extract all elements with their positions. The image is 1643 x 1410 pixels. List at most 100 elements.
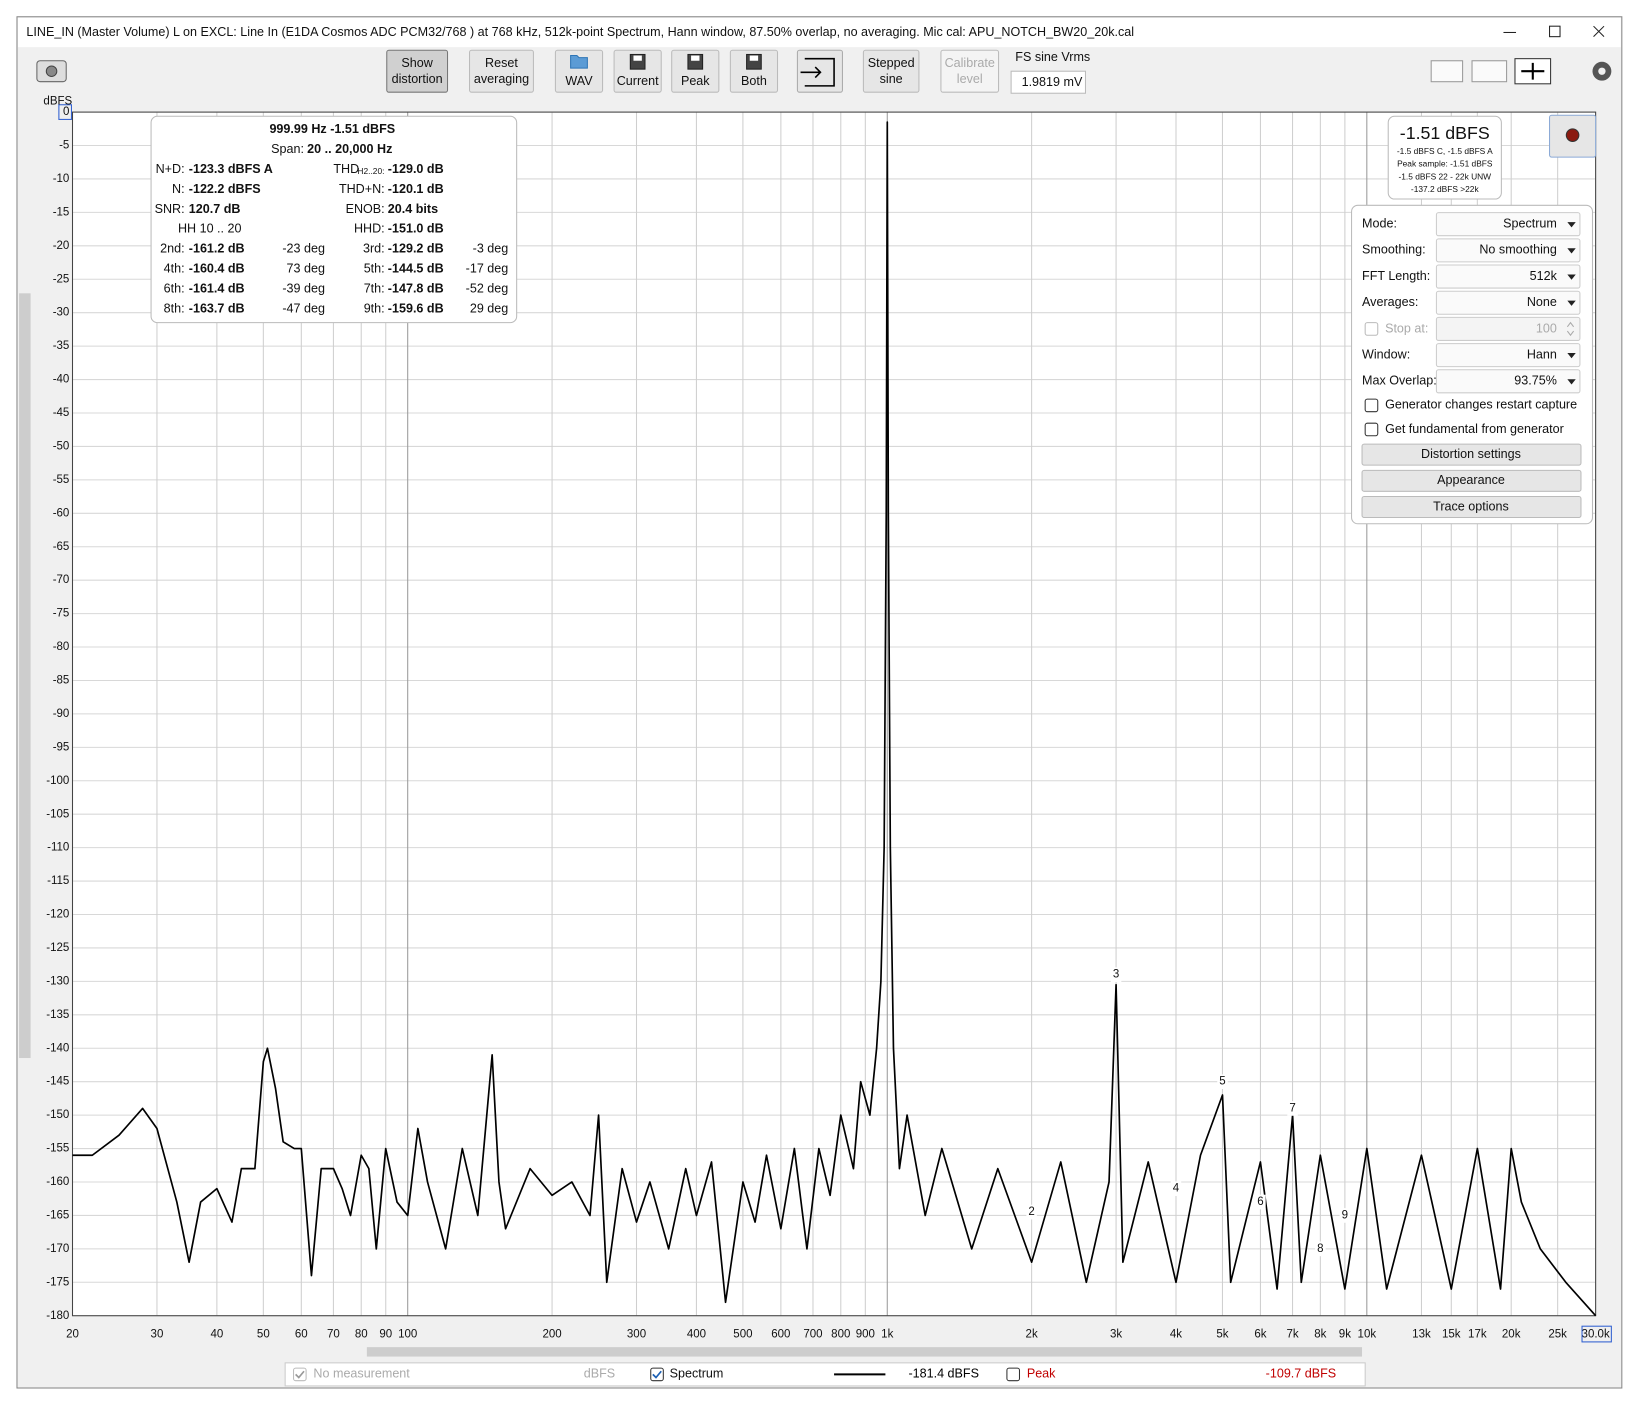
button-label: Reset: [485, 56, 518, 70]
metric-phase: -47 deg: [282, 301, 325, 315]
x-tick-label: 7k: [1286, 1329, 1298, 1341]
metric-label: 5th:: [364, 262, 385, 276]
x-tick-label: 40: [210, 1329, 223, 1341]
setting-value: Hann: [1527, 347, 1557, 361]
y-tick-label: -140: [46, 1042, 69, 1054]
legend-unit: dBFS: [584, 1367, 615, 1381]
checkbox[interactable]: [293, 1367, 307, 1382]
x-tick-label: 400: [687, 1329, 706, 1341]
h-scrollbar-thumb[interactable]: [366, 1347, 1363, 1357]
metric-value: 20.4 bits: [388, 202, 438, 216]
setting-label: Stop at:: [1385, 321, 1428, 335]
panel-button[interactable]: [1361, 469, 1582, 492]
spectrum-trace: [72, 121, 1597, 1317]
panel-button-label: Appearance: [1437, 473, 1505, 487]
metric-label: THD+N:: [339, 182, 385, 196]
toolbar-button[interactable]: [671, 49, 720, 93]
toolbar-button[interactable]: [469, 49, 534, 93]
metric-label: SNR:: [155, 202, 185, 216]
x-tick-label: 20k: [1502, 1329, 1521, 1341]
dropdown-arrow: [1567, 353, 1576, 359]
toolbar-button[interactable]: [554, 49, 604, 93]
y-tick-label: -65: [53, 541, 70, 553]
spinner: [1566, 321, 1575, 337]
setting-field[interactable]: [1435, 369, 1581, 394]
panel-button[interactable]: [1361, 443, 1582, 466]
dropdown-arrow: [1567, 274, 1576, 280]
harmonic-label: 9: [1342, 1209, 1348, 1221]
x-end-box: [1581, 1325, 1612, 1343]
y-tick-label: -5: [59, 140, 69, 152]
harmonic-label: 2: [1028, 1206, 1034, 1218]
panel-button[interactable]: [1361, 496, 1582, 519]
metric-value: 120.7 dB: [189, 202, 241, 216]
x-tick-label: 90: [379, 1329, 392, 1341]
setting-field[interactable]: [1435, 290, 1581, 315]
metric-value: -129.2 dB: [388, 242, 444, 256]
setting-label: Mode:: [1362, 217, 1397, 231]
setting-field[interactable]: [1435, 264, 1581, 289]
span-label: Span:: [271, 142, 304, 156]
y-tick-label: -45: [53, 407, 70, 419]
toolbar-button[interactable]: [386, 49, 449, 93]
y-tick-label: -115: [47, 875, 69, 887]
y-tick-label: -130: [46, 975, 69, 987]
x-tick-label: 1k: [881, 1329, 893, 1341]
y-tick-label: -170: [46, 1243, 69, 1255]
metric-value: -123.3 dBFS A: [189, 162, 273, 176]
setting-label: Averages:: [1362, 295, 1418, 309]
v-scrollbar-thumb[interactable]: [19, 293, 31, 1059]
x-tick-label: 30.0k: [1582, 1329, 1610, 1341]
checkbox[interactable]: [650, 1367, 664, 1382]
view-icon[interactable]: [1471, 60, 1508, 83]
distortion-header: 999.99 Hz -1.51 dBFS: [269, 122, 395, 136]
metric-value: -120.1 dB: [388, 182, 444, 196]
checkmark: [652, 1370, 662, 1379]
y-tick-label: -50: [53, 440, 70, 452]
setting-value: No smoothing: [1479, 243, 1557, 257]
toolbar-button[interactable]: [862, 49, 920, 93]
checkbox[interactable]: [1006, 1367, 1021, 1382]
setting-field[interactable]: [1435, 212, 1581, 237]
close-button[interactable]: [1593, 25, 1605, 38]
y-tick-label: -10: [53, 173, 70, 185]
harmonic-label-bg: [1170, 1181, 1182, 1197]
x-tick-label: 8k: [1314, 1329, 1326, 1341]
metric-label: HHD:: [354, 222, 385, 236]
checkbox[interactable]: [1364, 322, 1379, 336]
harmonic-label: 6: [1257, 1196, 1263, 1208]
setting-field[interactable]: [1435, 343, 1581, 368]
y-tick-label: -120: [46, 909, 69, 921]
button-label: Both: [741, 74, 767, 88]
checkbox[interactable]: [1364, 398, 1379, 413]
metric-label: 2nd:: [160, 242, 184, 256]
setting-value: Spectrum: [1503, 217, 1557, 231]
harmonic-label-bg: [1315, 1241, 1326, 1257]
extract-icon: [800, 57, 835, 87]
y-tick-label: -30: [53, 307, 70, 319]
level-detail: -137.2 dBFS >22k: [1411, 184, 1480, 194]
button-label: sine: [880, 72, 903, 86]
y-tick-label: -175: [46, 1276, 69, 1288]
fs-sine-field[interactable]: [1010, 70, 1087, 94]
legend-bar: [284, 1362, 1366, 1387]
metric-label: N:: [172, 182, 185, 196]
setting-label: Window:: [1362, 347, 1410, 361]
x-tick-label: 13k: [1412, 1329, 1431, 1341]
setting-field[interactable]: [1435, 238, 1581, 263]
y-tick-label: 0: [63, 106, 69, 118]
checkbox[interactable]: [1364, 422, 1379, 437]
maximize-button[interactable]: [1549, 25, 1561, 38]
toolbar-button[interactable]: [729, 49, 779, 93]
legend-name: No measurement: [313, 1367, 410, 1381]
toolbar-button[interactable]: [613, 49, 662, 93]
y-tick-label: -135: [46, 1009, 69, 1021]
view-icon[interactable]: [1430, 60, 1464, 83]
metric-value: -151.0 dB: [388, 222, 444, 236]
metric-value: -163.7 dB: [189, 301, 245, 315]
metric-label: N+D:: [156, 162, 185, 176]
camera-lens: [45, 65, 58, 77]
fs-sine-label: FS sine Vrms: [1015, 50, 1090, 64]
metric-label: 7th:: [364, 281, 385, 295]
level-detail: Peak sample: -1.51 dBFS: [1397, 159, 1493, 169]
